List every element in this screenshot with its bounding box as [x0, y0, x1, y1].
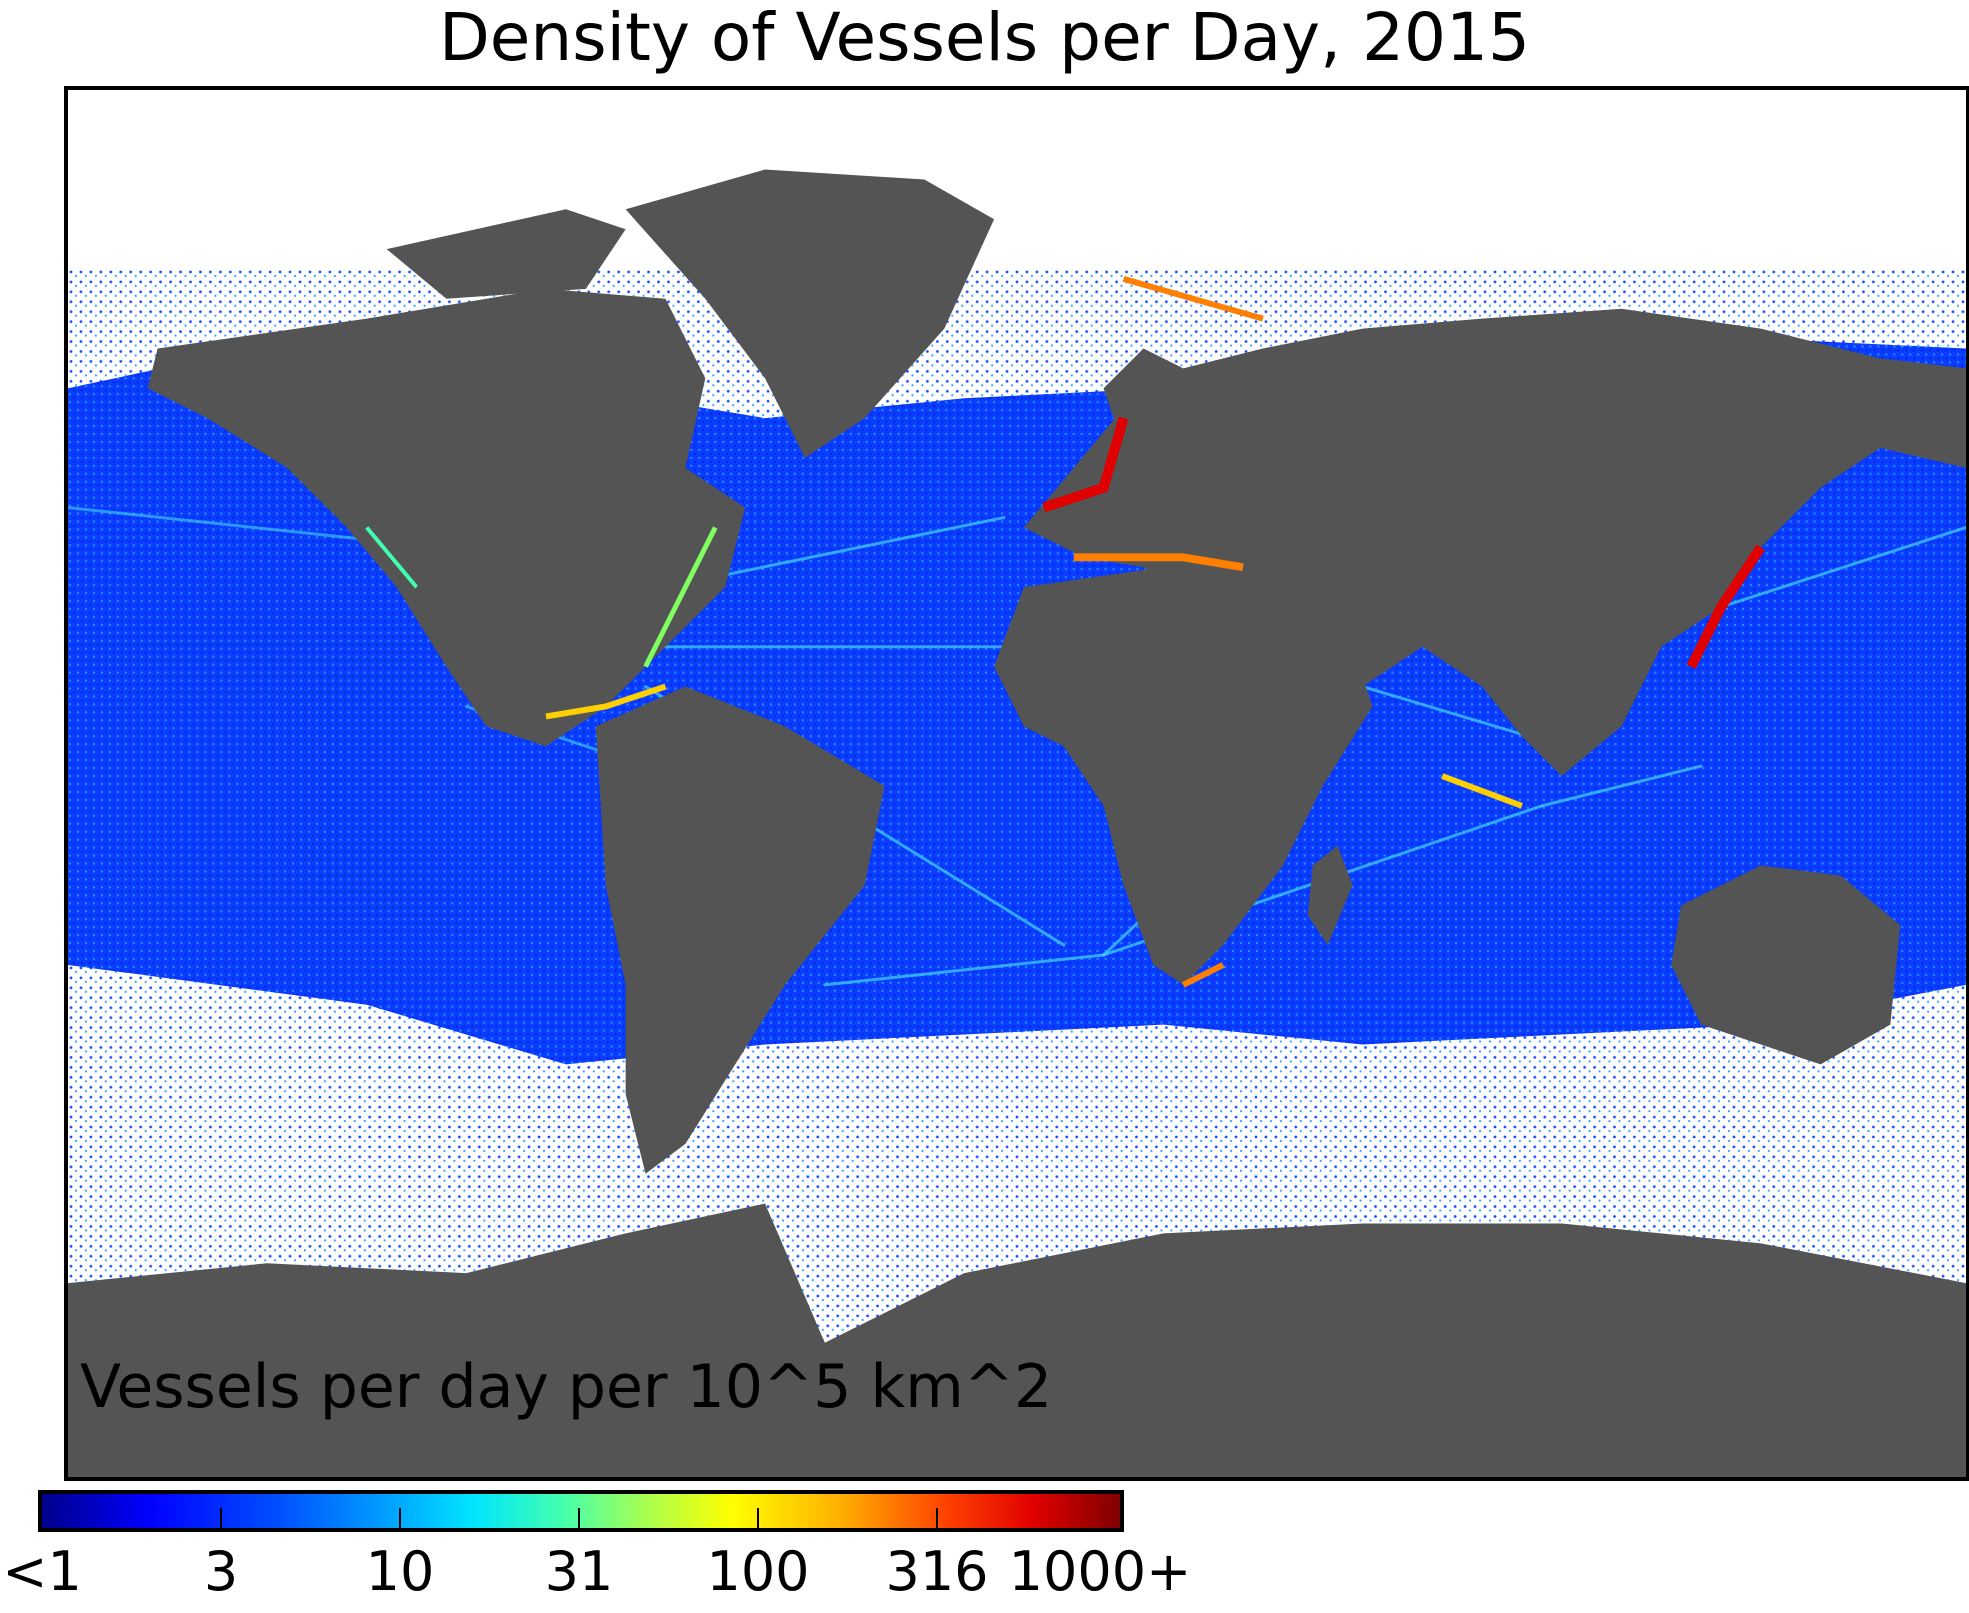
density-hotspots [365, 276, 1766, 988]
map-title: Density of Vessels per Day, 2015 [438, 0, 1531, 76]
colorbar-tick [399, 1508, 401, 1528]
antarctica [68, 1203, 1966, 1477]
europe-asia [1023, 308, 1966, 777]
canadian-arctic [386, 209, 626, 299]
madagascar [1307, 845, 1353, 946]
colorbar-tick [578, 1508, 580, 1528]
colorbar-tick-label: 3 [203, 1540, 239, 1603]
colorbar-tick [757, 1508, 759, 1528]
colorbar-tick-label: 1000+ [1008, 1540, 1192, 1603]
south-america [595, 686, 885, 1174]
north-america [147, 288, 746, 747]
colorbar-tick-label: <1 [2, 1540, 82, 1603]
map-caption: Vessels per day per 10^5 km^2 [80, 1352, 1053, 1422]
colorbar-tick [936, 1508, 938, 1528]
colorbar-tick-label: 31 [544, 1540, 614, 1603]
colorbar-tick-label: 10 [365, 1540, 435, 1603]
colorbar-tick-label: 100 [706, 1540, 810, 1603]
colorbar [38, 1490, 1124, 1532]
world-map [68, 169, 1966, 1477]
greenland [625, 169, 995, 458]
africa [994, 567, 1373, 985]
colorbar-tick [220, 1508, 222, 1528]
colorbar-tick-label: 316 [885, 1540, 989, 1603]
australia [1671, 865, 1901, 1065]
map-frame: Vessels per day per 10^5 km^2 [64, 86, 1969, 1481]
